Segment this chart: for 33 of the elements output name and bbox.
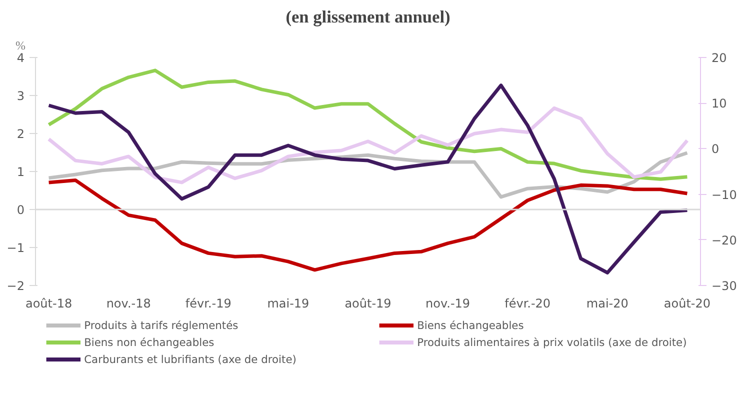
- y2-tick-label: 0: [712, 142, 720, 156]
- y-tick-label: 1: [16, 165, 25, 179]
- legend-label: Produits alimentaires à prix volatils (axe de droite): [417, 336, 687, 349]
- y-tick-label: 4: [16, 51, 25, 65]
- x-tick-label: nov.-19: [426, 296, 470, 310]
- y-tick-label: 3: [16, 89, 25, 103]
- line-series: [47, 178, 689, 272]
- x-tick-label: mai-20: [586, 296, 628, 310]
- legend-label: Produits à tarifs réglementés: [84, 319, 239, 332]
- x-tick-label: mai-19: [267, 296, 310, 310]
- x-tick-label: août-18: [25, 296, 72, 310]
- x-tick-label: févr.-20: [504, 296, 551, 310]
- y2-tick-label: −20: [712, 233, 737, 248]
- y-tick-label: −2: [6, 279, 25, 293]
- y-tick-label: 2: [16, 127, 25, 141]
- legend-label: Carburants et lubrifiants (axe de droite): [84, 353, 296, 366]
- x-tick-label: févr.-19: [185, 296, 232, 310]
- legend-label: Biens échangeables: [417, 319, 524, 332]
- y-axis-title: %: [16, 38, 26, 52]
- y2-tick-label: 10: [712, 96, 727, 111]
- y2-tick-label: −10: [712, 188, 737, 202]
- x-tick-label: août-19: [344, 296, 392, 310]
- legend-label: Biens non échangeables: [84, 336, 215, 349]
- y2-tick-label: −30: [712, 279, 737, 293]
- line-series: [47, 84, 689, 274]
- x-tick-label: août-20: [664, 296, 711, 310]
- y-tick-label: 0: [16, 203, 25, 217]
- chart-title: (en glissement annuel): [286, 8, 451, 26]
- y2-tick-label: 20: [712, 51, 727, 65]
- line-series: [47, 106, 689, 184]
- line-series: [47, 68, 689, 181]
- x-tick-label: nov.-18: [106, 296, 151, 310]
- y-tick-label: −1: [6, 241, 25, 255]
